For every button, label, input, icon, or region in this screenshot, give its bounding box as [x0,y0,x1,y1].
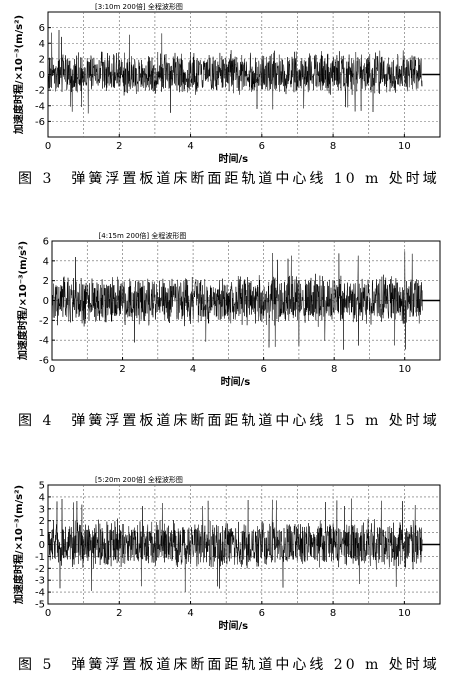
x-axis-title: 时间/s [221,375,251,388]
y-tick-label: 0 [39,540,45,551]
x-tick-label: 4 [187,141,193,152]
x-tick-label: 6 [260,364,266,375]
x-tick-label: 6 [259,141,265,152]
y-tick-label: 2 [39,516,45,527]
y-axis-title: 加速度时程/×10⁻³(m/s²) [16,241,29,361]
x-tick-label: 2 [119,364,125,375]
y-tick-label: -5 [35,600,45,611]
y-tick-label: -3 [35,576,45,587]
y-tick-label: 2 [43,276,49,287]
y-tick-label: 0 [39,70,45,81]
y-tick-label: 4 [39,39,45,50]
x-axis-title: 时间/s [219,619,249,632]
y-axis-title: 加速度时程/×10⁻³(m/s²) [12,15,25,135]
chart-title: [3:10m 200倍] 全程波形图 [95,2,183,11]
chart-title: [4:15m 200倍] 全程波形图 [99,231,187,240]
y-tick-label: -2 [35,564,45,575]
x-tick-label: 2 [116,141,122,152]
figure-caption: 图 4 弹簧浮置板道床断面距轨道中心线 15 m 处时域 [18,413,440,429]
figure-caption: 图 3 弹簧浮置板道床断面距轨道中心线 10 m 处时域 [18,171,440,187]
x-tick-label: 2 [116,608,122,619]
x-tick-label: 0 [45,608,51,619]
waveform-line [51,251,423,350]
y-tick-label: -4 [35,588,45,599]
x-tick-label: 0 [45,141,51,152]
y-tick-label: -2 [35,86,45,97]
chart-panel-10m: 0 2 4 6 8 10 -6 -4 -2 0 2 4 6 [3:10m 200倍] 全程波形图时间/s 加… [0,0,460,205]
y-tick-label: -1 [35,552,45,563]
y-axis-title: 加速度时程/×10⁻³(m/s²) [12,485,25,605]
y-tick-label: 0 [43,296,49,307]
x-tick-label: 10 [398,141,411,152]
x-axis-title: 时间/s [219,152,249,165]
y-tick-label: 6 [39,23,45,34]
y-tick-label: -6 [35,117,45,128]
chart-title: [5:20m 200倍] 全程波形图 [95,475,183,484]
figure-caption: 图 5 弹簧浮置板道床断面距轨道中心线 20 m 处时域 [18,657,440,673]
y-tick-label: -2 [39,316,49,327]
x-tick-label: 8 [330,608,336,619]
x-tick-label: 8 [330,141,336,152]
y-tick-label: 5 [39,481,45,492]
x-tick-label: 10 [398,608,411,619]
y-tick-label: 4 [43,256,49,267]
waveform-line [47,29,423,114]
x-tick-label: 4 [187,608,193,619]
y-tick-label: 2 [39,54,45,65]
y-tick-label: 1 [39,528,45,539]
y-tick-label: -4 [39,336,49,347]
y-tick-label: 4 [39,492,45,503]
x-tick-label: 8 [331,364,337,375]
x-tick-label: 0 [49,364,55,375]
x-tick-label: 6 [259,608,265,619]
y-tick-label: -4 [35,101,45,112]
chart-panel-20m: 0 2 4 6 8 10 -5 -4 -3 -2 -1 0 1 2 3 4 5 [5:20m 200倍] 全程波形… [0,468,460,676]
x-tick-label: 4 [190,364,196,375]
x-tick-label: 10 [398,364,411,375]
y-tick-label: 3 [39,504,45,515]
y-tick-label: -6 [39,356,49,367]
y-tick-label: 6 [43,237,49,248]
chart-panel-15m: 0 2 4 6 8 10 -6 -4 -2 0 2 4 6 [4:15m 200倍] 全程波形图时间/s 加… [0,225,460,435]
